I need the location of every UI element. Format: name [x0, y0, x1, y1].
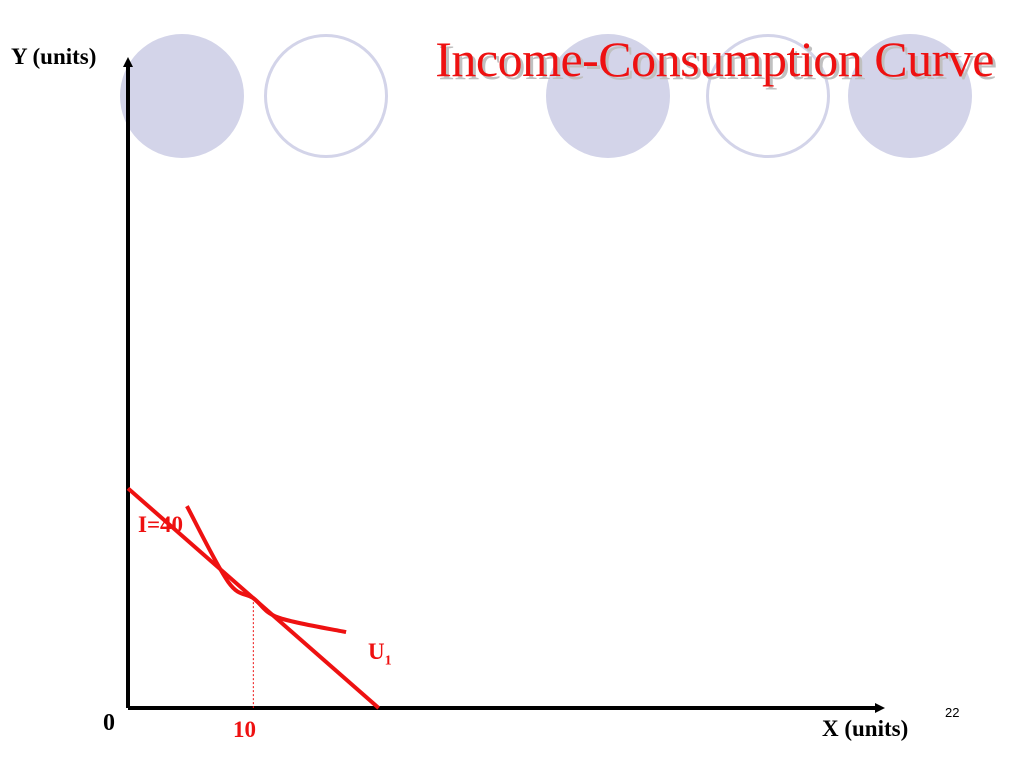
decor-circle-1 [120, 34, 244, 158]
indifference-curve [185, 505, 347, 635]
indifference-curve-label: U1 [368, 639, 392, 670]
decor-circle-5 [848, 34, 972, 158]
curve-label-main: U [368, 639, 385, 664]
budget-line-label: I=40 [138, 512, 184, 537]
y-axis-label: Y (units) [11, 44, 97, 69]
slide-title: Income-Consumption Curve [435, 31, 994, 87]
decor-circle-4 [706, 34, 830, 158]
decor-circle-3 [546, 34, 670, 158]
slide-number: 22 [945, 705, 960, 720]
x-axis-label: X (units) [822, 716, 909, 741]
x-tick-label: 10 [233, 717, 256, 742]
decor-circle-2 [264, 34, 388, 158]
curve-label-subscript: 1 [384, 653, 392, 669]
origin-label: 0 [103, 710, 115, 736]
